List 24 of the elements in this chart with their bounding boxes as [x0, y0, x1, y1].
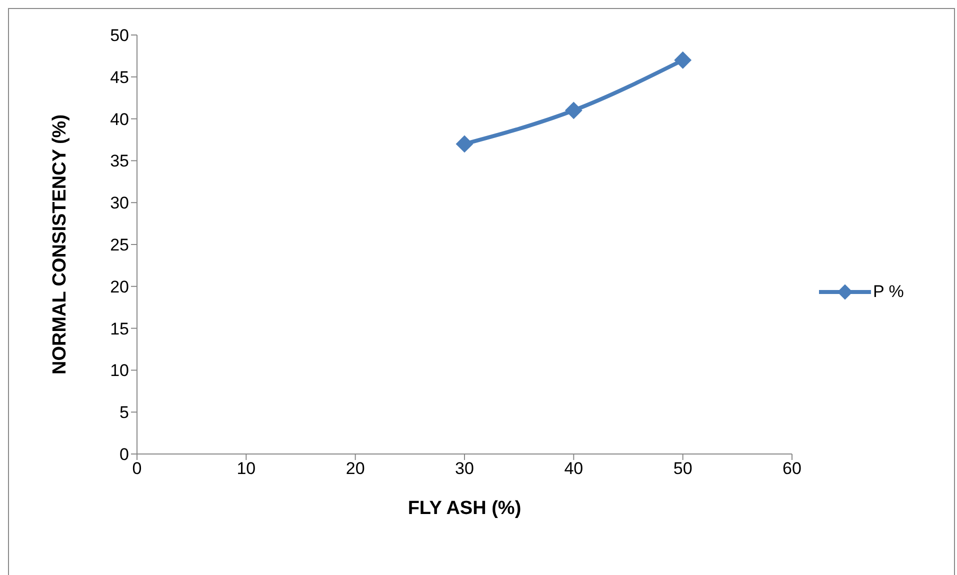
x-tick-label: 50 — [673, 459, 692, 478]
x-tick-label: 0 — [132, 459, 142, 478]
x-tick-label: 60 — [782, 459, 802, 478]
y-tick-label: 0 — [120, 445, 129, 464]
y-tick-label: 25 — [110, 236, 129, 255]
point — [456, 135, 473, 152]
y-tick-label: 20 — [110, 277, 129, 296]
y-tick-label: 10 — [110, 361, 129, 380]
point — [674, 52, 692, 69]
x-tick-label: 40 — [564, 459, 584, 478]
x-axis-title: FLY ASH (%) — [408, 498, 522, 519]
y-axis-title: NORMAL CONSISTENCY (%) — [50, 114, 71, 375]
x-tick-label: 20 — [346, 459, 365, 478]
y-tick-label: 15 — [110, 319, 129, 338]
y-tick-label: 5 — [120, 403, 129, 422]
x-tick-label: 30 — [455, 459, 474, 478]
y-tick-label: 45 — [110, 68, 129, 87]
point — [565, 102, 582, 119]
y-tick-label: 40 — [110, 110, 129, 129]
y-tick-label: 30 — [110, 194, 129, 213]
legend-label: P % — [873, 282, 904, 302]
y-tick-label: 50 — [110, 26, 129, 46]
y-tick-label: 35 — [110, 152, 129, 171]
x-tick-label: 10 — [236, 459, 256, 478]
